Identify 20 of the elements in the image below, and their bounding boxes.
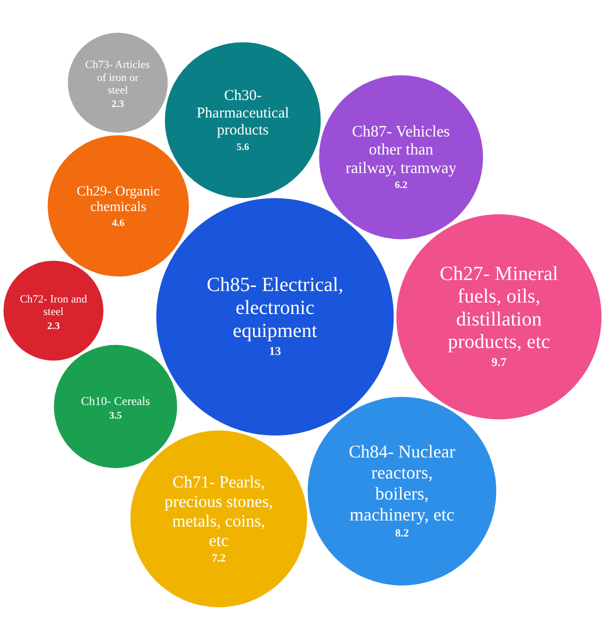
data-label: 3.5 (109, 410, 122, 422)
category-label: Ch85- Electrical, electronic equipment (206, 274, 344, 342)
category-label: Ch87- Vehicles other than railway, tramway (346, 124, 457, 177)
category-label: Ch84- Nuclear reactors, boilers, machinery, etc (348, 442, 456, 524)
category-label: Ch73- Articles of iron or steel (85, 59, 150, 96)
data-label: 4.6 (112, 218, 125, 229)
category-label: Ch29- Organic chemicals (76, 184, 160, 216)
category-label: Ch27- Mineral fuels, oils, distillation products, etc (440, 262, 559, 353)
data-label: 7.2 (212, 552, 226, 565)
data-label: 13 (269, 344, 282, 358)
data-label: 2.3 (112, 99, 124, 110)
category-label: Ch72- Iron and steel (20, 293, 88, 318)
category-label: Ch30- Pharmaceutical products (196, 88, 290, 139)
data-label: 8.2 (395, 528, 410, 540)
data-label: 5.6 (236, 142, 250, 153)
data-label: 2.3 (47, 320, 60, 332)
data-label: 9.7 (491, 354, 506, 369)
data-label: 6.2 (394, 180, 408, 191)
category-label: Ch71- Pearls, precious stones, metals, coins, etc (164, 472, 274, 550)
category-label: Ch10- Cereals (81, 394, 150, 408)
